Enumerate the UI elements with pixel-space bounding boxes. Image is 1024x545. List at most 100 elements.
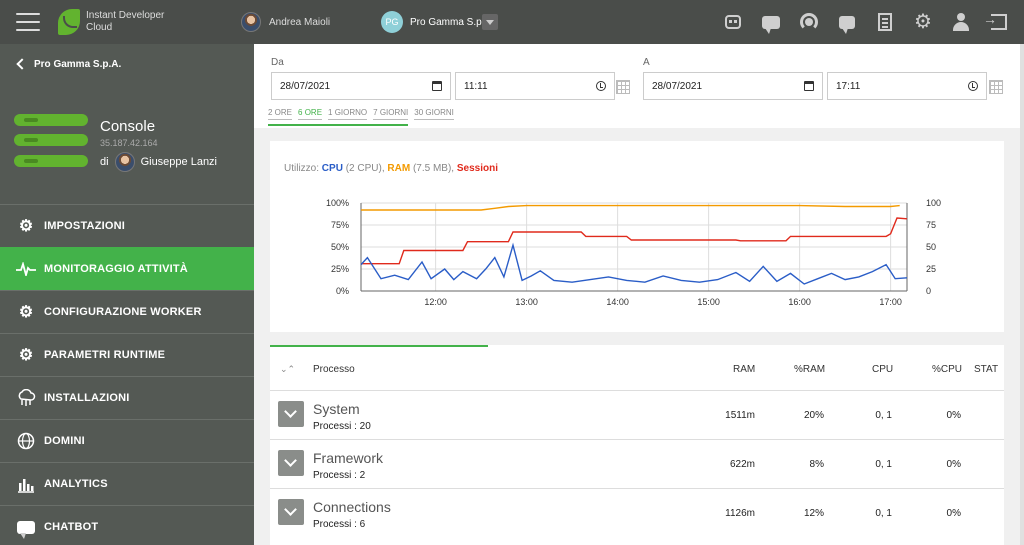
chat-icon bbox=[16, 517, 36, 539]
nav-item-configurazione-worker[interactable]: ⚙ CONFIGURAZIONE WORKER bbox=[0, 290, 254, 333]
nav-label: CONFIGURAZIONE WORKER bbox=[44, 306, 202, 318]
quick-range-6h[interactable]: 6 ORE bbox=[298, 108, 323, 120]
table-row[interactable]: Connections Processi : 6 1126m 12% 0, 1 … bbox=[270, 488, 1004, 537]
series-line-sessioni bbox=[361, 217, 908, 265]
quick-range-2h[interactable]: 2 ORE bbox=[268, 108, 293, 120]
nav-label: PARAMETRI RUNTIME bbox=[44, 349, 166, 361]
gear-icon[interactable]: ⚙ bbox=[914, 11, 932, 33]
page-scrollbar[interactable] bbox=[1020, 44, 1024, 545]
console-ip: 35.187.42.164 bbox=[100, 138, 158, 148]
document-icon[interactable] bbox=[866, 0, 904, 44]
pcpu-cell: 0% bbox=[946, 508, 961, 519]
nav-item-monitoraggio[interactable]: MONITORAGGIO ATTIVITÀ bbox=[0, 247, 254, 290]
quick-range-1d[interactable]: 1 GIORNO bbox=[328, 108, 368, 120]
cpu-cell: 0, 1 bbox=[875, 410, 892, 421]
legend-cpu-detail: (2 CPU), bbox=[345, 163, 385, 174]
chat-icon[interactable] bbox=[752, 0, 790, 44]
user-icon[interactable] bbox=[942, 0, 980, 44]
support-icon[interactable] bbox=[790, 0, 828, 44]
quick-range-7d[interactable]: 7 GIORNI bbox=[373, 108, 409, 120]
back-link[interactable]: Pro Gamma S.p.A. bbox=[0, 44, 254, 84]
time-grid-icon[interactable] bbox=[989, 80, 1003, 94]
x-tick-label: 14:00 bbox=[606, 297, 629, 307]
brand-line2: Cloud bbox=[86, 22, 113, 33]
header-cpu[interactable]: CPU bbox=[872, 364, 894, 375]
nav-item-analytics[interactable]: ANALYTICS bbox=[0, 462, 254, 505]
table-row[interactable]: Framework Processi : 2 622m 8% 0, 1 0% bbox=[270, 439, 1004, 488]
cpu-cell: 0, 1 bbox=[875, 459, 892, 470]
sidebar: Pro Gamma S.p.A. Console 35.187.42.164 d… bbox=[0, 44, 254, 545]
chevron-down-icon[interactable] bbox=[278, 499, 304, 525]
gear-icon: ⚙ bbox=[18, 218, 34, 235]
company-badge: PG bbox=[381, 11, 403, 33]
to-label: A bbox=[643, 57, 650, 68]
nav-item-installazioni[interactable]: INSTALLAZIONI bbox=[0, 376, 254, 419]
y-right-tick-label: 75 bbox=[926, 220, 936, 230]
console-owner-name: Giuseppe Lanzi bbox=[140, 156, 218, 168]
calendar-icon[interactable] bbox=[804, 81, 814, 91]
feedback-icon[interactable] bbox=[828, 0, 866, 44]
table-row[interactable]: System Processi : 20 1511m 20% 0, 1 0% bbox=[270, 390, 1004, 439]
clock-icon[interactable] bbox=[968, 81, 978, 91]
to-time-input[interactable]: 17:11 bbox=[827, 72, 987, 100]
header-process[interactable]: Processo bbox=[313, 364, 355, 375]
sort-icon[interactable]: ⌄⌃ bbox=[280, 364, 296, 374]
series-line-cpu bbox=[360, 242, 908, 285]
x-tick-label: 17:00 bbox=[879, 297, 902, 307]
quick-range-30d[interactable]: 30 GIORNI bbox=[414, 108, 454, 120]
gear-icon: ⚙ bbox=[18, 304, 34, 321]
clock-icon[interactable] bbox=[596, 81, 606, 91]
process-name: System bbox=[313, 401, 360, 417]
usage-chart-card: Utilizzo: CPU (2 CPU), RAM (7.5 MB), Ses… bbox=[270, 141, 1004, 332]
nav-label: ANALYTICS bbox=[44, 478, 108, 490]
chevron-down-icon[interactable] bbox=[482, 14, 498, 30]
nav-item-impostazioni[interactable]: ⚙ IMPOSTAZIONI bbox=[0, 204, 254, 247]
company-selector[interactable]: PG Pro Gamma S.p.A. bbox=[381, 11, 541, 33]
x-tick-label: 13:00 bbox=[515, 297, 538, 307]
from-time-input[interactable]: 11:11 bbox=[455, 72, 615, 100]
process-count: Processi : 20 bbox=[313, 421, 371, 432]
brand-line1: Instant Developer bbox=[86, 10, 165, 21]
legend-cpu: CPU bbox=[321, 163, 343, 174]
brand-logo[interactable]: Instant Developer Cloud bbox=[58, 9, 208, 35]
main-content: Da A 28/07/2021 11:11 28/07/2021 17:11 2… bbox=[254, 44, 1024, 545]
y-left-tick-label: 50% bbox=[331, 242, 349, 252]
pulse-icon bbox=[16, 259, 36, 279]
chevron-down-icon[interactable] bbox=[278, 450, 304, 476]
process-table: ⌄⌃ Processo RAM %RAM CPU %CPU STAT Syste… bbox=[270, 345, 1004, 545]
series-line-ram bbox=[361, 204, 900, 211]
date-filters: Da A 28/07/2021 11:11 28/07/2021 17:11 2… bbox=[254, 44, 1024, 128]
brand-text: Instant Developer Cloud bbox=[86, 10, 164, 34]
server-status-icon bbox=[14, 155, 88, 167]
logout-icon[interactable] bbox=[980, 0, 1018, 44]
globe-icon bbox=[16, 431, 36, 451]
user-menu[interactable]: Andrea Maioli bbox=[241, 12, 381, 32]
header-pcpu[interactable]: %CPU bbox=[932, 364, 963, 375]
nav-item-parametri-runtime[interactable]: ⚙ PARAMETRI RUNTIME bbox=[0, 333, 254, 376]
pcpu-cell: 0% bbox=[946, 459, 961, 470]
server-status-icon bbox=[14, 114, 88, 126]
legend-sessions: Sessioni bbox=[456, 163, 498, 174]
header-stat[interactable]: STAT bbox=[974, 364, 999, 375]
company-name: Pro Gamma S.p.A. bbox=[410, 16, 494, 28]
robot-icon[interactable] bbox=[714, 0, 752, 44]
time-grid-icon[interactable] bbox=[616, 80, 630, 94]
nav-item-chatbot[interactable]: CHATBOT bbox=[0, 505, 254, 545]
legend-ram-detail: (7.5 MB), bbox=[412, 163, 455, 174]
to-date-input[interactable]: 28/07/2021 bbox=[643, 72, 823, 100]
menu-icon[interactable] bbox=[16, 13, 40, 31]
back-label: Pro Gamma S.p.A. bbox=[34, 58, 122, 70]
header-pram[interactable]: %RAM bbox=[794, 364, 826, 375]
toolbar-icons: ⚙ bbox=[714, 0, 1018, 44]
nav-item-domini[interactable]: DOMINI bbox=[0, 419, 254, 462]
header-ram[interactable]: RAM bbox=[733, 364, 756, 375]
calendar-icon[interactable] bbox=[432, 81, 442, 91]
y-right-tick-label: 25 bbox=[926, 264, 936, 274]
nav-label: CHATBOT bbox=[44, 521, 99, 533]
from-date-input[interactable]: 28/07/2021 bbox=[271, 72, 451, 100]
table-loading-bar bbox=[270, 345, 488, 347]
legend-ram: RAM bbox=[387, 163, 411, 174]
chevron-down-icon[interactable] bbox=[278, 401, 304, 427]
pram-cell: 20% bbox=[803, 410, 824, 421]
legend-prefix: Utilizzo: bbox=[284, 163, 320, 174]
